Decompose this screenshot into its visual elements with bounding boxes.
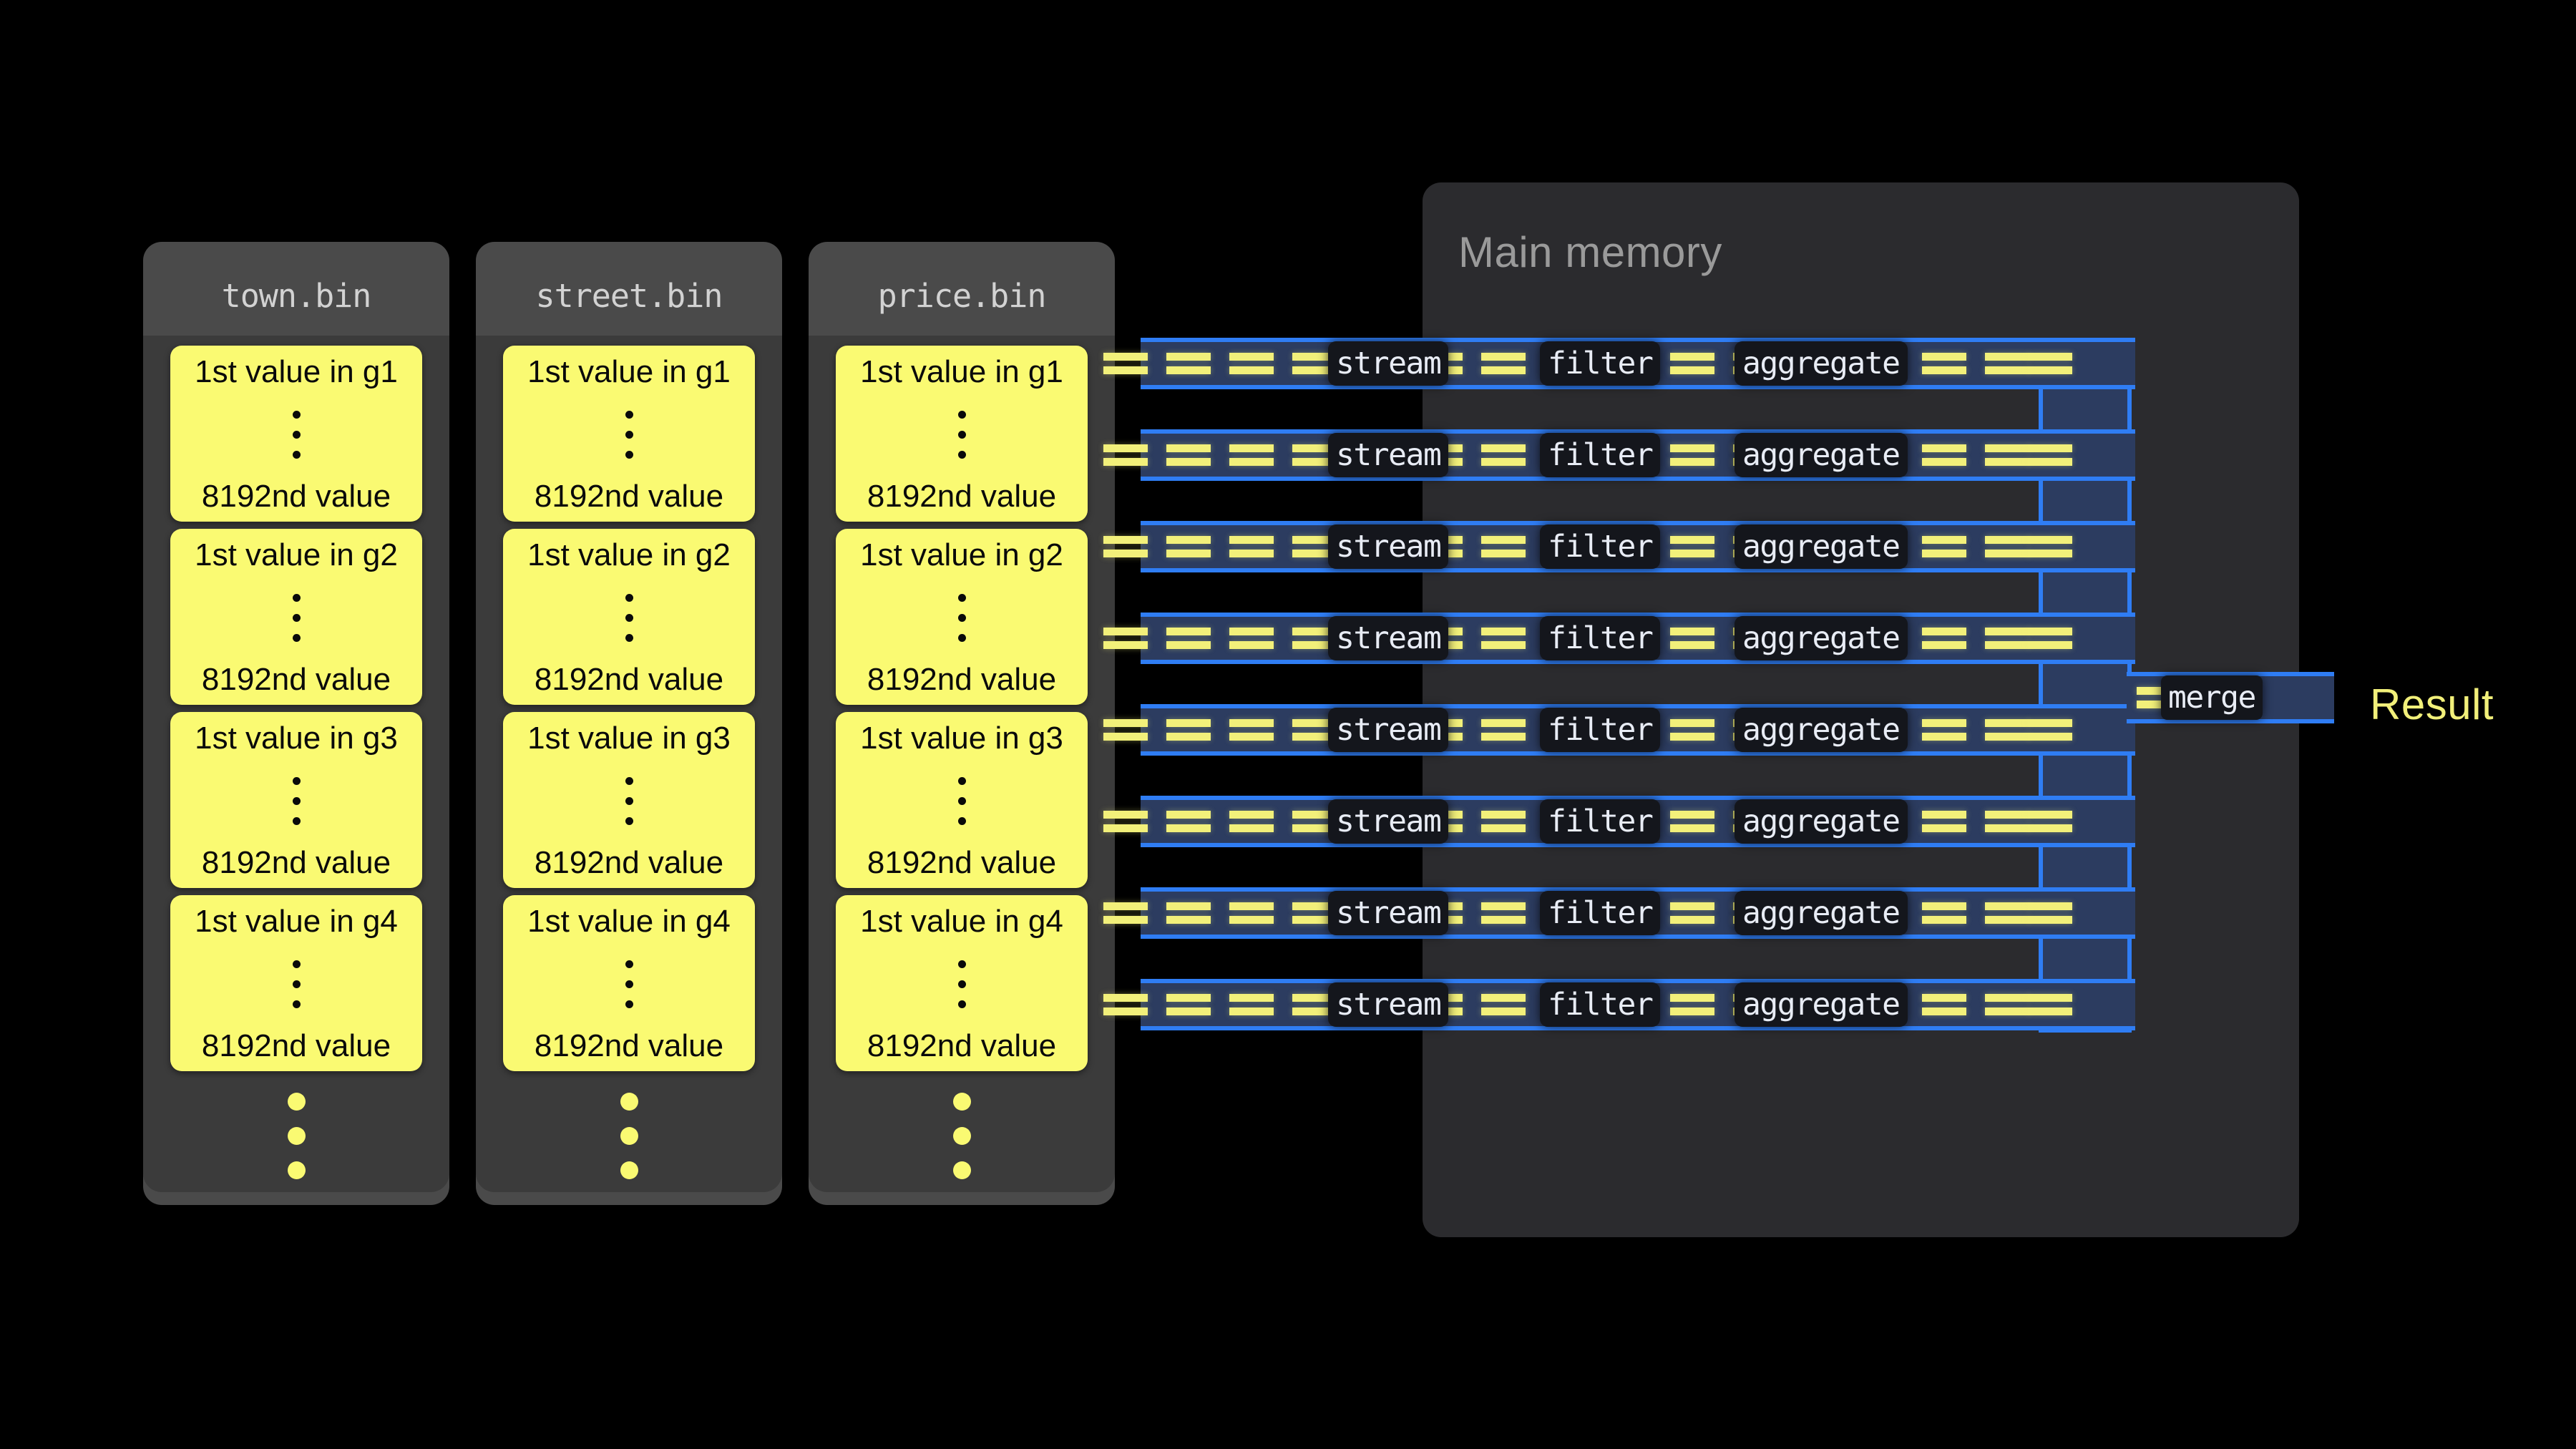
- value-block-first-label: 1st value in g1: [527, 354, 731, 389]
- value-block-first-label: 1st value in g4: [860, 904, 1063, 939]
- vertical-ellipsis-icon: [292, 591, 301, 645]
- pipeline-group: stream filter aggregate stream filter aggrega…: [1103, 338, 2142, 1068]
- column-continuation-ellipsis-icon: [620, 1078, 638, 1184]
- pipeline-node-stream[interactable]: stream: [1328, 341, 1449, 386]
- pipeline-row: stream filter aggregate: [1103, 521, 2135, 572]
- pipeline-node-filter[interactable]: filter: [1540, 708, 1661, 752]
- value-group-block: 1st value in g4 8192nd value: [170, 895, 422, 1071]
- pipeline-node-aggregate[interactable]: aggregate: [1735, 433, 1908, 477]
- value-block-last-label: 8192nd value: [201, 1028, 391, 1063]
- pipeline-node-aggregate[interactable]: aggregate: [1735, 341, 1908, 386]
- value-block-first-label: 1st value in g1: [860, 354, 1063, 389]
- value-group-block: 1st value in g3 8192nd value: [503, 712, 755, 888]
- vertical-ellipsis-icon: [625, 774, 633, 828]
- pipeline-row: stream filter aggregate: [1103, 429, 2135, 481]
- value-group-block: 1st value in g1 8192nd value: [836, 346, 1088, 522]
- vertical-ellipsis-icon: [292, 957, 301, 1011]
- value-block-first-label: 1st value in g3: [195, 721, 398, 756]
- file-column: price.bin 1st value in g1 8192nd value 1st …: [809, 242, 1115, 1205]
- merge-node[interactable]: merge: [2161, 675, 2263, 720]
- vertical-ellipsis-icon: [957, 408, 966, 462]
- pipeline-node-stream[interactable]: stream: [1328, 982, 1449, 1027]
- value-group-block: 1st value in g2 8192nd value: [503, 529, 755, 705]
- file-column-title: street.bin: [535, 277, 723, 315]
- file-columns-group: town.bin 1st value in g1 8192nd value 1st v…: [143, 242, 1115, 1205]
- value-group-block: 1st value in g2 8192nd value: [170, 529, 422, 705]
- column-continuation-ellipsis-icon: [287, 1078, 306, 1184]
- file-column-body: 1st value in g1 8192nd value 1st value in …: [476, 336, 782, 1192]
- file-column: town.bin 1st value in g1 8192nd value 1st v…: [143, 242, 449, 1205]
- value-block-last-label: 8192nd value: [867, 478, 1057, 514]
- pipeline-node-filter[interactable]: filter: [1540, 525, 1661, 569]
- pipeline-node-aggregate[interactable]: aggregate: [1735, 616, 1908, 660]
- vertical-ellipsis-icon: [957, 591, 966, 645]
- vertical-ellipsis-icon: [625, 408, 633, 462]
- file-column-title: price.bin: [877, 277, 1047, 315]
- result-label: Result: [2370, 680, 2494, 728]
- value-block-last-label: 8192nd value: [867, 661, 1057, 697]
- pipeline-node-filter[interactable]: filter: [1540, 616, 1661, 660]
- vertical-ellipsis-icon: [957, 774, 966, 828]
- pipeline-node-stream[interactable]: stream: [1328, 616, 1449, 660]
- pipeline-node-aggregate[interactable]: aggregate: [1735, 708, 1908, 752]
- value-group-block: 1st value in g3 8192nd value: [170, 712, 422, 888]
- value-block-last-label: 8192nd value: [534, 844, 724, 880]
- pipeline-row: stream filter aggregate: [1103, 887, 2135, 939]
- merge-row: merge: [2127, 672, 2334, 723]
- value-block-last-label: 8192nd value: [534, 478, 724, 514]
- file-column-body: 1st value in g1 8192nd value 1st value in …: [809, 336, 1115, 1192]
- value-group-block: 1st value in g4 8192nd value: [503, 895, 755, 1071]
- vertical-ellipsis-icon: [292, 408, 301, 462]
- pipeline-node-aggregate[interactable]: aggregate: [1735, 525, 1908, 569]
- pipeline-node-stream[interactable]: stream: [1328, 891, 1449, 935]
- value-block-first-label: 1st value in g3: [860, 721, 1063, 756]
- value-block-last-label: 8192nd value: [867, 1028, 1057, 1063]
- pipeline-node-stream[interactable]: stream: [1328, 708, 1449, 752]
- file-column-title: town.bin: [221, 277, 372, 315]
- pipeline-node-aggregate[interactable]: aggregate: [1735, 982, 1908, 1027]
- value-block-first-label: 1st value in g1: [195, 354, 398, 389]
- value-group-block: 1st value in g3 8192nd value: [836, 712, 1088, 888]
- vertical-ellipsis-icon: [625, 591, 633, 645]
- pipeline-node-filter[interactable]: filter: [1540, 341, 1661, 386]
- value-block-last-label: 8192nd value: [534, 661, 724, 697]
- value-block-last-label: 8192nd value: [201, 661, 391, 697]
- value-block-first-label: 1st value in g4: [195, 904, 398, 939]
- merge-rail-icon: [2137, 687, 2180, 708]
- main-memory-title: Main memory: [1458, 228, 1722, 276]
- file-column: street.bin 1st value in g1 8192nd value 1st…: [476, 242, 782, 1205]
- vertical-ellipsis-icon: [957, 957, 966, 1011]
- value-group-block: 1st value in g2 8192nd value: [836, 529, 1088, 705]
- vertical-ellipsis-icon: [292, 774, 301, 828]
- value-block-first-label: 1st value in g4: [527, 904, 731, 939]
- pipeline-row: stream filter aggregate: [1103, 613, 2135, 664]
- value-group-block: 1st value in g4 8192nd value: [836, 895, 1088, 1071]
- value-block-last-label: 8192nd value: [201, 478, 391, 514]
- value-block-last-label: 8192nd value: [867, 844, 1057, 880]
- pipeline-node-aggregate[interactable]: aggregate: [1735, 891, 1908, 935]
- value-block-last-label: 8192nd value: [534, 1028, 724, 1063]
- pipeline-node-aggregate[interactable]: aggregate: [1735, 799, 1908, 844]
- value-group-block: 1st value in g1 8192nd value: [503, 346, 755, 522]
- pipeline-node-stream[interactable]: stream: [1328, 525, 1449, 569]
- value-block-first-label: 1st value in g2: [527, 537, 731, 572]
- value-block-first-label: 1st value in g2: [195, 537, 398, 572]
- value-block-first-label: 1st value in g3: [527, 721, 731, 756]
- pipeline-row: stream filter aggregate: [1103, 796, 2135, 847]
- pipeline-node-stream[interactable]: stream: [1328, 799, 1449, 844]
- pipeline-node-stream[interactable]: stream: [1328, 433, 1449, 477]
- value-group-block: 1st value in g1 8192nd value: [170, 346, 422, 522]
- vertical-ellipsis-icon: [625, 957, 633, 1011]
- value-block-first-label: 1st value in g2: [860, 537, 1063, 572]
- column-continuation-ellipsis-icon: [952, 1078, 971, 1184]
- pipeline-node-filter[interactable]: filter: [1540, 891, 1661, 935]
- file-column-body: 1st value in g1 8192nd value 1st value in …: [143, 336, 449, 1192]
- pipeline-row: stream filter aggregate: [1103, 704, 2135, 756]
- value-block-last-label: 8192nd value: [201, 844, 391, 880]
- pipeline-node-filter[interactable]: filter: [1540, 433, 1661, 477]
- pipeline-row: stream filter aggregate: [1103, 979, 2135, 1030]
- pipeline-row: stream filter aggregate: [1103, 338, 2135, 389]
- pipeline-node-filter[interactable]: filter: [1540, 799, 1661, 844]
- pipeline-node-filter[interactable]: filter: [1540, 982, 1661, 1027]
